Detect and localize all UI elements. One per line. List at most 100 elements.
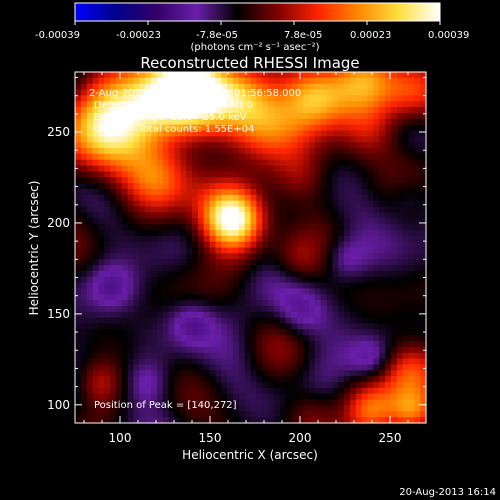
heatmap-cell <box>80 101 88 108</box>
heatmap-cell <box>250 136 257 143</box>
heatmap-cell <box>250 376 257 383</box>
heatmap-cell <box>297 224 304 231</box>
heatmap-cell <box>121 405 129 412</box>
heatmap-cell <box>121 194 129 202</box>
heatmap-cell <box>127 159 135 167</box>
heatmap-cell <box>279 306 287 313</box>
heatmap-cell <box>227 393 234 401</box>
heatmap-cell <box>238 77 246 85</box>
heatmap-cell <box>268 346 275 354</box>
heatmap-cell <box>139 405 146 412</box>
heatmap-cell <box>86 206 94 213</box>
heatmap-cell <box>291 288 298 295</box>
heatmap-cell <box>244 282 252 290</box>
heatmap-cell <box>268 159 275 167</box>
heatmap-cell <box>408 124 415 132</box>
heatmap-cell <box>151 288 158 295</box>
heatmap-cell <box>86 352 94 360</box>
heatmap-cell <box>361 194 369 202</box>
heatmap-cell <box>244 148 252 155</box>
heatmap-cell <box>168 148 176 155</box>
heatmap-cell <box>385 183 392 190</box>
heatmap-cell <box>133 329 140 336</box>
heatmap-cell <box>186 101 193 108</box>
heatmap-cell <box>86 294 94 301</box>
heatmap-cell <box>174 265 181 272</box>
heatmap-cell <box>215 72 222 79</box>
heatmap-cell <box>396 95 404 102</box>
heatmap-cell <box>332 136 339 143</box>
heatmap-cell <box>168 229 176 237</box>
heatmap-cell <box>180 387 187 395</box>
heatmap-cell <box>355 95 363 102</box>
heatmap-cell <box>314 276 322 284</box>
heatmap-cell <box>373 247 380 254</box>
heatmap-cell <box>168 376 176 383</box>
heatmap-cell <box>168 224 176 231</box>
heatmap-cell <box>285 393 293 401</box>
heatmap-cell <box>385 376 392 383</box>
heatmap-cell <box>232 311 240 319</box>
heatmap-cell <box>174 382 181 389</box>
heatmap-cell <box>127 83 135 91</box>
heatmap-cell <box>209 370 216 377</box>
heatmap-cell <box>174 218 181 225</box>
heatmap-cell <box>332 194 339 202</box>
heatmap-cell <box>168 241 176 249</box>
heatmap-cell <box>221 101 228 108</box>
heatmap-cell <box>361 399 369 407</box>
heatmap-cell <box>192 411 199 418</box>
heatmap-cell <box>98 194 105 202</box>
heatmap-cell <box>197 382 205 389</box>
heatmap-cell <box>250 212 257 219</box>
heatmap-cell <box>250 124 257 132</box>
heatmap-cell <box>297 165 304 173</box>
heatmap-cell <box>285 107 293 114</box>
heatmap-cell <box>291 72 298 79</box>
heatmap-cell <box>250 101 257 108</box>
heatmap-cell <box>373 253 380 260</box>
heatmap-cell <box>268 405 275 412</box>
heatmap-cell <box>291 212 298 219</box>
heatmap-cell <box>86 77 94 85</box>
heatmap-cell <box>414 364 421 371</box>
heatmap-cell <box>86 300 94 307</box>
y-tick-label-250: 250 <box>47 125 70 139</box>
heatmap-cell <box>209 89 216 96</box>
heatmap-cell <box>180 393 187 401</box>
heatmap-cell <box>338 89 345 96</box>
heatmap-cell <box>344 399 351 407</box>
heatmap-cell <box>121 346 129 354</box>
heatmap-cell <box>309 300 316 307</box>
heatmap-cell <box>121 288 129 295</box>
heatmap-cell <box>361 89 369 96</box>
heatmap-cell <box>209 358 216 366</box>
heatmap-cell <box>98 229 105 237</box>
heatmap-cell <box>338 294 345 301</box>
heatmap-cell <box>262 212 269 219</box>
heatmap-cell <box>373 212 380 219</box>
heatmap-cell <box>367 142 374 149</box>
heatmap-cell <box>297 364 304 371</box>
heatmap-cell <box>390 77 398 85</box>
heatmap-cell <box>156 118 164 126</box>
heatmap-cell <box>326 218 333 225</box>
heatmap-cell <box>279 405 287 412</box>
heatmap-cell <box>256 183 263 190</box>
heatmap-cell <box>139 341 146 348</box>
heatmap-cell <box>256 329 263 336</box>
heatmap-cell <box>156 329 164 336</box>
heatmap-cell <box>121 323 129 330</box>
heatmap-cell <box>367 101 374 108</box>
heatmap-cell <box>139 107 146 114</box>
heatmap-cell <box>209 382 216 389</box>
heatmap-cell <box>367 265 374 272</box>
heatmap-cell <box>133 153 140 161</box>
heatmap-cell <box>297 83 304 91</box>
heatmap-cell <box>133 247 140 254</box>
heatmap-cell <box>221 387 228 395</box>
heatmap-cell <box>250 206 257 213</box>
heatmap-cell <box>244 382 252 389</box>
heatmap-cell <box>268 107 275 114</box>
heatmap-cell <box>227 148 234 155</box>
